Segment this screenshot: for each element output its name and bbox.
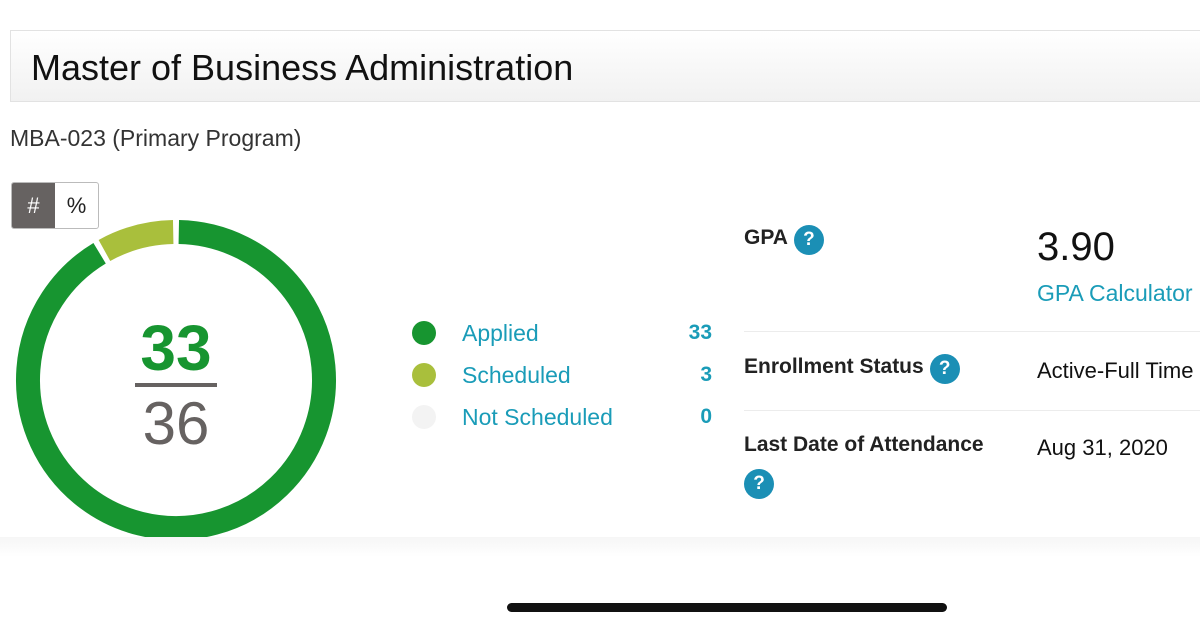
legend-item-scheduled[interactable]: Scheduled 3 xyxy=(412,354,712,396)
attendance-value: Aug 31, 2020 xyxy=(1037,435,1168,460)
legend-label: Not Scheduled xyxy=(462,403,613,430)
home-indicator[interactable] xyxy=(507,603,947,612)
donut-svg xyxy=(16,220,336,537)
legend-count: 33 xyxy=(688,321,712,344)
legend-item-applied[interactable]: Applied 33 xyxy=(412,312,712,354)
donut-segment-applied[interactable] xyxy=(16,220,336,537)
program-code: MBA-023 (Primary Program) xyxy=(10,125,302,151)
gpa-value: 3.90 xyxy=(1037,225,1115,269)
attendance-help-icon[interactable]: ? xyxy=(744,469,774,499)
legend-item-not-scheduled[interactable]: Not Scheduled 0 xyxy=(412,396,712,438)
legend-label: Applied xyxy=(462,319,539,346)
gpa-row: GPA? 3.90 GPA Calculator xyxy=(744,215,1200,332)
total-credits: 36 xyxy=(142,390,210,457)
not-scheduled-dot-icon xyxy=(412,405,436,429)
program-title-bar: Master of Business Administration xyxy=(10,30,1200,102)
applied-dot-icon xyxy=(412,321,436,345)
gpa-calculator-link[interactable]: GPA Calculator xyxy=(1037,280,1193,306)
enrollment-label: Enrollment Status xyxy=(744,355,924,379)
completed-credits[interactable]: 33 xyxy=(140,312,212,384)
page-title: Master of Business Administration xyxy=(31,47,574,88)
content-bottom-edge xyxy=(0,537,1200,557)
legend-label: Scheduled xyxy=(462,361,571,388)
legend-count: 0 xyxy=(700,405,712,428)
legend-count: 3 xyxy=(700,363,712,386)
program-info: GPA? 3.90 GPA Calculator Enrollment Stat… xyxy=(744,215,1200,511)
enrollment-help-icon[interactable]: ? xyxy=(929,354,960,384)
attendance-row: Last Date of Attendance? Aug 31, 2020 xyxy=(744,411,1200,511)
percent-mode-button[interactable]: % xyxy=(66,192,87,218)
count-mode-button[interactable]: # xyxy=(12,183,55,228)
gpa-help-icon[interactable]: ? xyxy=(793,225,824,255)
fraction-line xyxy=(135,383,217,387)
chart-legend: Applied 33 Scheduled 3 Not Scheduled 0 xyxy=(412,312,712,438)
display-mode-toggle: # % xyxy=(11,182,99,229)
credits-donut-chart: 33 36 xyxy=(0,215,360,537)
attendance-label: Last Date of Attendance xyxy=(744,433,984,456)
gpa-label: GPA xyxy=(744,226,788,250)
donut-segment-scheduled[interactable] xyxy=(98,220,174,262)
enrollment-row: Enrollment Status? Active-Full Time xyxy=(744,332,1200,411)
enrollment-value: Active-Full Time xyxy=(1037,358,1194,383)
scheduled-dot-icon xyxy=(412,363,436,387)
